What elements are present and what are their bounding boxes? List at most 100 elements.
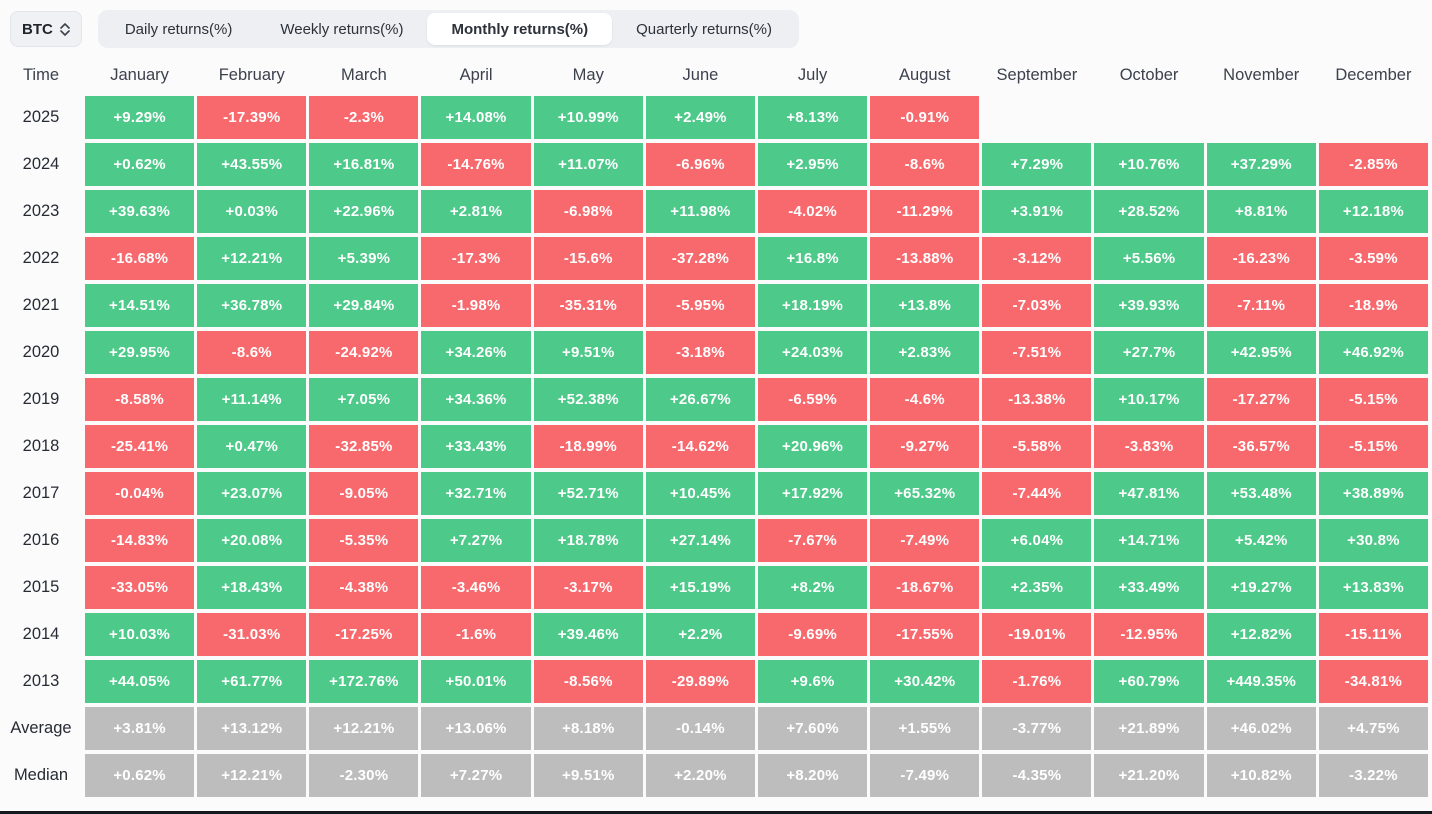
row-label: 2016 (22, 531, 60, 549)
return-cell: +19.27% (1206, 566, 1316, 609)
return-cell: +27.14% (645, 519, 755, 562)
return-cell: -7.11% (1206, 284, 1316, 327)
return-cell: -1.76% (982, 660, 1092, 703)
return-cell: -12.95% (1094, 613, 1204, 656)
return-cell: +26.67% (645, 378, 755, 421)
return-cell: +10.45% (645, 472, 755, 515)
return-cell: -3.83% (1094, 425, 1204, 468)
return-cell: -0.14% (645, 707, 755, 750)
return-cell: -18.67% (870, 566, 980, 609)
return-cell (1319, 96, 1428, 139)
chevron-updown-icon (60, 22, 70, 36)
return-cell: -3.46% (421, 566, 531, 609)
return-cell: -0.04% (85, 472, 195, 515)
return-cell: -7.51% (982, 331, 1092, 374)
return-cell: +36.78% (197, 284, 307, 327)
return-cell: +21.89% (1094, 707, 1204, 750)
return-cell: -32.85% (309, 425, 419, 468)
return-cell: +22.96% (309, 190, 419, 233)
tab-monthly-returns[interactable]: Monthly returns(%) (427, 13, 613, 45)
return-cell: +7.29% (982, 143, 1092, 186)
return-cell: -17.25% (309, 613, 419, 656)
return-cell: -2.85% (1318, 143, 1428, 186)
row-label: 2017 (22, 484, 60, 502)
return-cell: -6.59% (757, 378, 868, 421)
column-header-time: Time (22, 65, 60, 84)
returns-period-tabs: Daily returns(%) Weekly returns(%) Month… (97, 10, 799, 48)
column-header-month: June (682, 65, 719, 84)
column-header-month: July (797, 65, 828, 84)
return-cell: +38.89% (1318, 472, 1428, 515)
return-cell: -29.89% (645, 660, 755, 703)
return-cell: +1.55% (870, 707, 980, 750)
return-cell: +39.46% (533, 613, 643, 656)
return-cell: +15.19% (645, 566, 755, 609)
return-cell: +10.76% (1094, 143, 1204, 186)
return-cell: +0.62% (85, 143, 195, 186)
column-header-month: March (340, 65, 387, 84)
tab-quarterly-returns[interactable]: Quarterly returns(%) (636, 20, 772, 38)
return-cell: +14.51% (85, 284, 195, 327)
monthly-returns-table: Time January February March April May June Jul… (0, 58, 1432, 797)
return-cell: +2.2% (645, 613, 755, 656)
return-cell: +46.02% (1206, 707, 1316, 750)
return-cell: -0.91% (870, 96, 980, 139)
return-cell: +50.01% (421, 660, 531, 703)
return-cell: -5.15% (1318, 378, 1428, 421)
return-cell: +14.71% (1094, 519, 1204, 562)
return-cell: +18.43% (197, 566, 307, 609)
return-cell: +10.82% (1206, 754, 1316, 797)
return-cell: +17.92% (757, 472, 868, 515)
return-cell: +52.38% (533, 378, 643, 421)
return-cell: +6.04% (982, 519, 1092, 562)
column-header-month: December (1335, 65, 1412, 84)
return-cell: +2.95% (757, 143, 868, 186)
return-cell: -18.99% (533, 425, 643, 468)
return-cell: +12.21% (309, 707, 419, 750)
return-cell: -15.11% (1318, 613, 1428, 656)
row-label: 2018 (22, 437, 60, 455)
return-cell: -7.49% (870, 754, 980, 797)
column-header-month: April (459, 65, 493, 84)
return-cell: -17.39% (197, 96, 307, 139)
return-cell: +44.05% (85, 660, 195, 703)
return-cell: -17.27% (1206, 378, 1316, 421)
return-cell: +0.03% (197, 190, 307, 233)
return-cell: -8.6% (870, 143, 980, 186)
return-cell: -1.6% (421, 613, 531, 656)
return-cell: -4.38% (309, 566, 419, 609)
return-cell: +13.12% (197, 707, 307, 750)
return-cell: +27.7% (1094, 331, 1204, 374)
tab-daily-returns[interactable]: Daily returns(%) (124, 20, 233, 38)
symbol-select[interactable]: BTC (10, 11, 82, 47)
return-cell: -13.88% (870, 237, 980, 280)
return-cell: +12.18% (1318, 190, 1428, 233)
return-cell: +8.13% (757, 96, 868, 139)
return-cell: +0.47% (197, 425, 307, 468)
tab-weekly-returns[interactable]: Weekly returns(%) (280, 20, 404, 38)
return-cell: -18.9% (1318, 284, 1428, 327)
return-cell: +5.42% (1206, 519, 1316, 562)
row-label: Median (13, 766, 69, 784)
return-cell: +2.35% (982, 566, 1092, 609)
return-cell: -14.62% (645, 425, 755, 468)
return-cell: +12.21% (197, 754, 307, 797)
row-label: 2024 (22, 155, 60, 173)
row-label: Average (10, 719, 72, 737)
return-cell: +13.83% (1318, 566, 1428, 609)
return-cell: -31.03% (197, 613, 307, 656)
return-cell: +39.93% (1094, 284, 1204, 327)
return-cell: +30.8% (1318, 519, 1428, 562)
return-cell: -1.98% (421, 284, 531, 327)
return-cell: +16.8% (757, 237, 868, 280)
return-cell: -9.69% (757, 613, 868, 656)
return-cell: -4.02% (757, 190, 868, 233)
return-cell: +7.27% (421, 754, 531, 797)
return-cell: +29.84% (309, 284, 419, 327)
return-cell: +33.43% (421, 425, 531, 468)
column-header-month: August (899, 65, 951, 84)
return-cell: +23.07% (197, 472, 307, 515)
return-cell: +16.81% (309, 143, 419, 186)
return-cell: +11.07% (533, 143, 643, 186)
row-label: 2021 (22, 296, 60, 314)
